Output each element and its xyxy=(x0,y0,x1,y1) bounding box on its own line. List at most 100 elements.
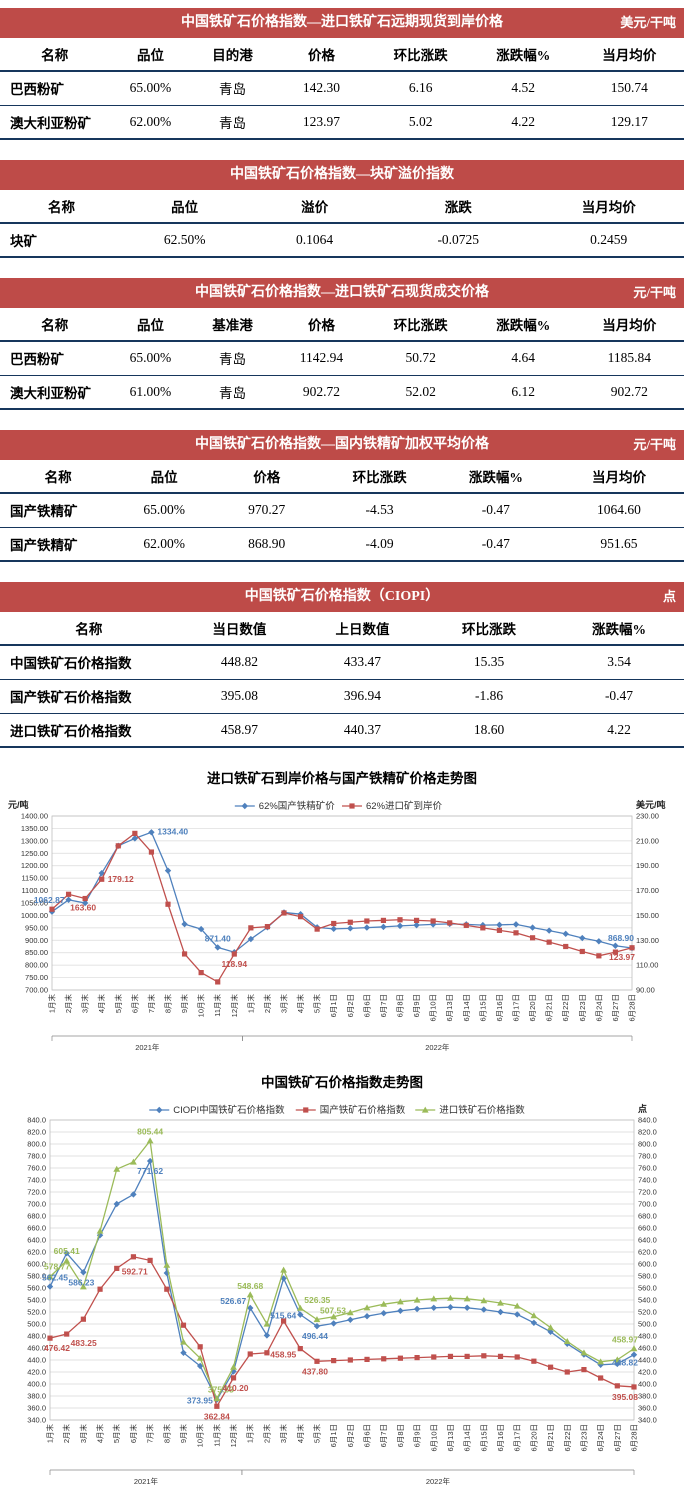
svg-text:740.0: 740.0 xyxy=(27,1176,46,1185)
svg-text:871.40: 871.40 xyxy=(205,933,231,943)
column-header: 环比涨跌 xyxy=(424,612,554,646)
value-cell: 1185.84 xyxy=(574,341,684,376)
svg-text:6月9日: 6月9日 xyxy=(412,994,421,1017)
svg-text:600.0: 600.0 xyxy=(27,1260,46,1269)
svg-text:2月末: 2月末 xyxy=(261,1424,271,1444)
column-header: 价格 xyxy=(273,38,370,72)
column-header: 名称 xyxy=(0,38,110,72)
svg-text:2月末: 2月末 xyxy=(262,994,272,1014)
value-cell: 458.97 xyxy=(177,713,301,748)
svg-text:3月末: 3月末 xyxy=(78,1424,88,1444)
column-header: 环比涨跌 xyxy=(321,460,438,494)
chart-title: 中国铁矿石价格指数走势图 xyxy=(261,1075,423,1090)
column-header: 当月均价 xyxy=(553,460,684,494)
svg-text:700.0: 700.0 xyxy=(638,1200,657,1209)
table-lump-premium-index: 中国铁矿石价格指数—块矿溢价指数 名称 品位 溢价 涨跌 当月均价 块矿 62.50% 0.… xyxy=(0,160,684,258)
table-import-spot-transaction-price: 中国铁矿石价格指数—进口铁矿石现货成交价格 元/干吨 名称 品位 基准港 价格 环比涨跌… xyxy=(0,278,684,410)
value-cell: 3.54 xyxy=(554,645,684,680)
value-cell: 52.02 xyxy=(369,375,472,410)
table-title: 中国铁矿石价格指数—进口铁矿石现货成交价格 xyxy=(195,285,489,300)
svg-text:5月末: 5月末 xyxy=(113,994,123,1014)
svg-text:点: 点 xyxy=(638,1103,647,1114)
svg-text:840.0: 840.0 xyxy=(638,1116,657,1125)
svg-text:592.71: 592.71 xyxy=(122,1266,148,1276)
svg-text:10月末: 10月末 xyxy=(196,994,206,1018)
svg-text:6月21日: 6月21日 xyxy=(546,1424,555,1452)
column-header: 名称 xyxy=(0,612,178,646)
svg-text:500.0: 500.0 xyxy=(27,1320,46,1329)
table-title: 中国铁矿石价格指数—进口铁矿石远期现货到岸价格 xyxy=(181,15,503,30)
svg-text:950.00: 950.00 xyxy=(25,923,48,932)
value-cell: 6.16 xyxy=(369,71,472,106)
value-cell: 18.60 xyxy=(424,713,554,748)
svg-text:700.00: 700.00 xyxy=(25,986,48,995)
column-header: 涨跌幅% xyxy=(437,460,554,494)
svg-text:6月24日: 6月24日 xyxy=(596,1424,605,1452)
column-header: 目的港 xyxy=(191,38,274,72)
svg-text:4月末: 4月末 xyxy=(95,1424,105,1444)
svg-text:483.25: 483.25 xyxy=(71,1338,97,1348)
svg-text:3月末: 3月末 xyxy=(80,994,90,1014)
svg-text:4月末: 4月末 xyxy=(295,994,305,1014)
svg-text:520.0: 520.0 xyxy=(638,1308,657,1317)
table-row: 巴西粉矿 65.00% 青岛 142.30 6.16 4.52 150.74 xyxy=(0,71,684,106)
column-header: 价格 xyxy=(212,460,322,494)
svg-text:4月末: 4月末 xyxy=(295,1424,305,1444)
svg-text:448.82: 448.82 xyxy=(612,1358,638,1368)
svg-text:760.0: 760.0 xyxy=(638,1164,657,1173)
svg-text:6月22日: 6月22日 xyxy=(563,1424,572,1452)
value-cell: 65.00% xyxy=(109,71,192,106)
row-name-cell: 巴西粉矿 xyxy=(0,341,110,376)
svg-text:540.0: 540.0 xyxy=(27,1296,46,1305)
row-name-cell: 块矿 xyxy=(0,223,124,258)
column-header: 品位 xyxy=(116,460,213,494)
price-table: 名称 品位 基准港 价格 环比涨跌 涨跌幅% 当月均价 巴西粉矿 65.00% 青岛 1142.9… xyxy=(0,308,684,410)
value-cell: 61.00% xyxy=(109,375,192,410)
svg-text:500.0: 500.0 xyxy=(638,1320,657,1329)
table-title-bar: 中国铁矿石价格指数（CIOPI） 点 xyxy=(0,582,684,612)
column-header: 涨跌幅% xyxy=(471,308,575,342)
svg-text:6月14日: 6月14日 xyxy=(462,994,471,1022)
column-header: 环比涨跌 xyxy=(369,38,472,72)
table-unit: 元/干吨 xyxy=(633,285,676,300)
svg-text:6月末: 6月末 xyxy=(128,1424,138,1444)
value-cell: 青岛 xyxy=(191,375,274,410)
svg-text:6月27日: 6月27日 xyxy=(611,994,620,1022)
svg-text:480.0: 480.0 xyxy=(27,1332,46,1341)
svg-text:720.0: 720.0 xyxy=(638,1188,657,1197)
table-title-bar: 中国铁矿石价格指数—块矿溢价指数 xyxy=(0,160,684,190)
svg-text:美元/吨: 美元/吨 xyxy=(636,799,666,810)
svg-text:230.00: 230.00 xyxy=(636,812,659,821)
column-header: 品位 xyxy=(109,308,192,342)
value-cell: 4.22 xyxy=(554,713,684,748)
svg-text:460.0: 460.0 xyxy=(27,1344,46,1353)
table-unit: 美元/干吨 xyxy=(620,15,676,30)
svg-text:1月末: 1月末 xyxy=(245,1424,255,1444)
table-title-bar: 中国铁矿石价格指数—国内铁精矿加权平均价格 元/干吨 xyxy=(0,430,684,460)
row-name-cell: 澳大利亚粉矿 xyxy=(0,105,110,140)
svg-text:5月末: 5月末 xyxy=(111,1424,121,1444)
value-cell: 15.35 xyxy=(424,645,554,680)
table-unit: 点 xyxy=(662,589,676,604)
svg-text:437.80: 437.80 xyxy=(302,1366,328,1376)
svg-text:1334.40: 1334.40 xyxy=(157,826,188,836)
svg-text:820.0: 820.0 xyxy=(638,1128,657,1137)
svg-text:760.0: 760.0 xyxy=(27,1164,46,1173)
column-header: 溢价 xyxy=(246,190,384,224)
value-cell: 902.72 xyxy=(273,375,370,410)
value-cell: 青岛 xyxy=(191,71,274,106)
svg-text:360.0: 360.0 xyxy=(638,1404,657,1413)
svg-text:7月末: 7月末 xyxy=(145,1424,155,1444)
table-unit: 元/干吨 xyxy=(633,437,676,452)
svg-text:586.23: 586.23 xyxy=(68,1277,94,1287)
value-cell: 123.97 xyxy=(273,105,370,140)
svg-text:国产铁矿石价格指数: 国产铁矿石价格指数 xyxy=(320,1104,406,1116)
value-cell: 青岛 xyxy=(191,341,274,376)
svg-text:780.0: 780.0 xyxy=(27,1152,46,1161)
svg-text:620.0: 620.0 xyxy=(638,1248,657,1257)
svg-text:526.35: 526.35 xyxy=(304,1295,330,1305)
svg-text:3月末: 3月末 xyxy=(279,994,289,1014)
value-cell: -0.47 xyxy=(437,493,554,528)
value-cell: -1.86 xyxy=(424,679,554,714)
